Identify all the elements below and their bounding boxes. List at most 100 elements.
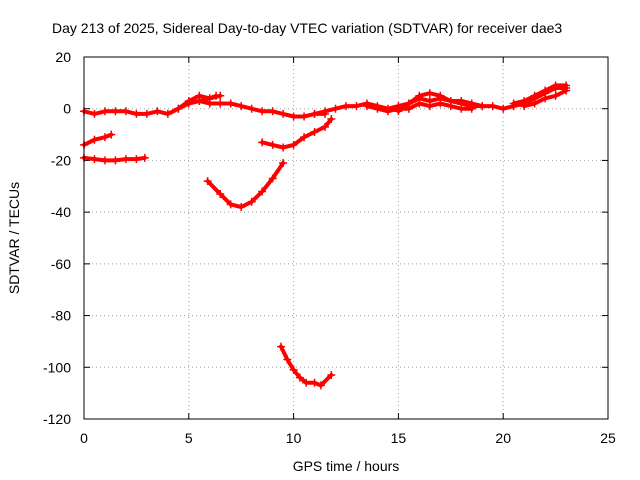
series-arc-main-h [509,81,571,108]
data-point [237,102,246,111]
data-point [277,342,286,351]
data-point [562,86,571,95]
data-point [551,81,560,90]
data-point [327,115,336,124]
x-tick-label: 25 [600,430,616,446]
x-tick-label: 0 [80,430,88,446]
y-tick-label: -100 [43,359,71,375]
data-point [268,140,277,149]
data-point [205,99,214,108]
data-point [111,156,120,165]
data-point [467,102,476,111]
series-arc-neg105 [277,342,336,390]
data-point [530,91,539,100]
series-line [82,132,114,147]
data-point [90,155,99,164]
data-point [279,109,288,118]
series-arc-neg20 [80,153,149,165]
data-point [551,91,560,100]
data-point [268,174,277,183]
data-series [80,81,571,390]
data-point [310,378,319,387]
y-tick-label: -120 [43,411,71,427]
data-point [100,107,109,116]
data-point [295,373,304,382]
data-point [163,109,172,118]
data-point [142,109,151,118]
data-point [216,99,225,108]
data-point [203,177,212,186]
y-tick-label: -40 [51,204,71,220]
y-tick-label: -20 [51,152,71,168]
data-point [541,94,550,103]
data-point [226,99,235,108]
data-point [499,104,508,113]
data-point [300,133,309,142]
x-tick-label: 20 [495,430,511,446]
data-point [174,104,183,113]
x-tick-label: 10 [286,430,302,446]
data-point [300,112,309,121]
data-point [373,104,382,113]
y-tick-label: -80 [51,308,71,324]
data-point [226,200,235,209]
data-point [425,89,434,98]
data-point [310,109,319,118]
data-point [289,365,298,374]
data-point [327,371,336,380]
data-point [216,190,225,199]
data-point [100,156,109,165]
data-point [184,96,193,105]
data-point [352,102,361,111]
data-point [302,378,311,387]
data-point [153,107,162,116]
data-point [121,107,130,116]
data-point [509,99,518,108]
data-point [247,104,256,113]
series-line [205,161,286,209]
data-point [111,107,120,116]
data-point [140,153,149,162]
data-point [520,102,529,111]
plot-frame [83,56,609,420]
data-point [488,102,497,111]
y-tick-label: 20 [55,49,71,65]
y-tick-label: 0 [63,101,71,117]
data-point [90,109,99,118]
data-point [132,155,141,164]
chart-title: Day 213 of 2025, Sidereal Day-to-day VTE… [52,20,562,36]
data-point [289,140,298,149]
data-point [415,99,424,108]
data-point [100,133,109,142]
data-point [216,91,225,100]
data-point [247,197,256,206]
data-point [268,107,277,116]
series-arc-neg10 [80,130,116,149]
y-tick-labels: 20 0 -20 -40 -60 -80 -100 -120 [43,49,71,427]
data-point [121,155,130,164]
data-point [425,102,434,111]
data-point [283,355,292,364]
data-point [316,381,325,390]
data-point [279,143,288,152]
data-point [362,102,371,111]
data-point [331,104,340,113]
data-point [383,107,392,116]
series-arc-main-i [520,86,571,111]
series-arc-main-c [195,96,330,121]
data-point [457,99,466,108]
data-point [404,99,413,108]
y-tick-label: -60 [51,256,71,272]
x-tick-label: 5 [185,430,193,446]
data-point [415,91,424,100]
x-tick-label: 15 [391,430,407,446]
data-point [321,122,330,131]
data-point [436,99,445,108]
data-point [530,99,539,108]
series-arc-neg38 [203,159,288,211]
data-point [478,102,487,111]
data-point [541,86,550,95]
data-point [446,96,455,105]
series-arc-main-b [174,91,225,113]
